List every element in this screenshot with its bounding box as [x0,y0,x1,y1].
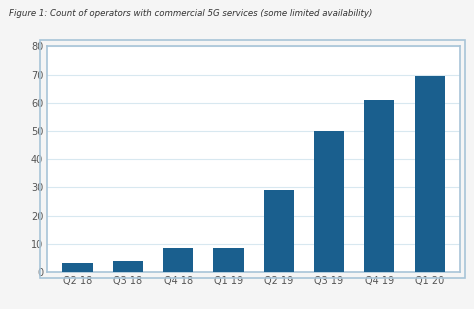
Bar [213,248,244,272]
Bar [63,264,92,272]
Bar [264,190,294,272]
Bar [163,248,193,272]
Bar [364,100,394,272]
Bar [415,76,445,272]
Bar [113,261,143,272]
Text: Figure 1: Count of operators with commercial 5G services (some limited availabil: Figure 1: Count of operators with commer… [9,9,373,18]
Bar [314,131,344,272]
